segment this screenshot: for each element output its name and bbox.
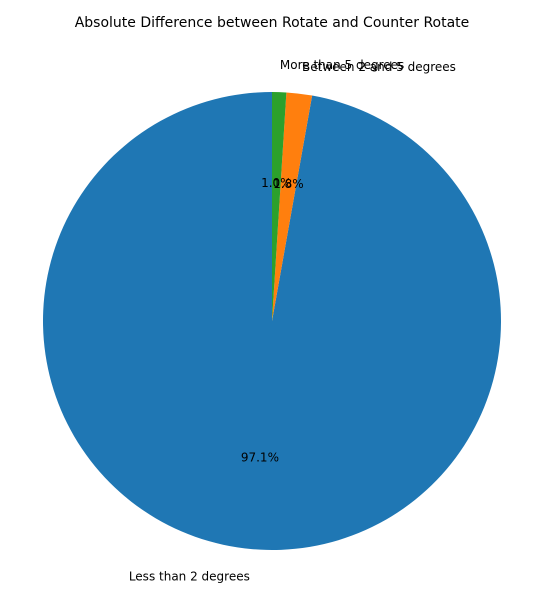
pie-labels: 97.1% Less than 2 degrees 1.8% Between 2 an… bbox=[129, 58, 456, 583]
pie-slices bbox=[42, 92, 501, 550]
pie-percent-label-1: 97.1% bbox=[241, 450, 279, 464]
pie-percent-label-3: 1.0% bbox=[261, 176, 292, 190]
pie-category-label-2: Between 2 and 5 degrees bbox=[302, 60, 456, 74]
pie-slice-1 bbox=[42, 92, 501, 550]
pie-slice-3 bbox=[272, 92, 287, 321]
pie-category-label-3: More than 5 degrees bbox=[280, 58, 404, 72]
pie-percent-label-2: 1.8% bbox=[273, 177, 304, 191]
pie-slice-2 bbox=[272, 92, 313, 321]
pie-category-label-1: Less than 2 degrees bbox=[129, 570, 250, 584]
chart-title: Absolute Difference between Rotate and C… bbox=[75, 15, 470, 31]
